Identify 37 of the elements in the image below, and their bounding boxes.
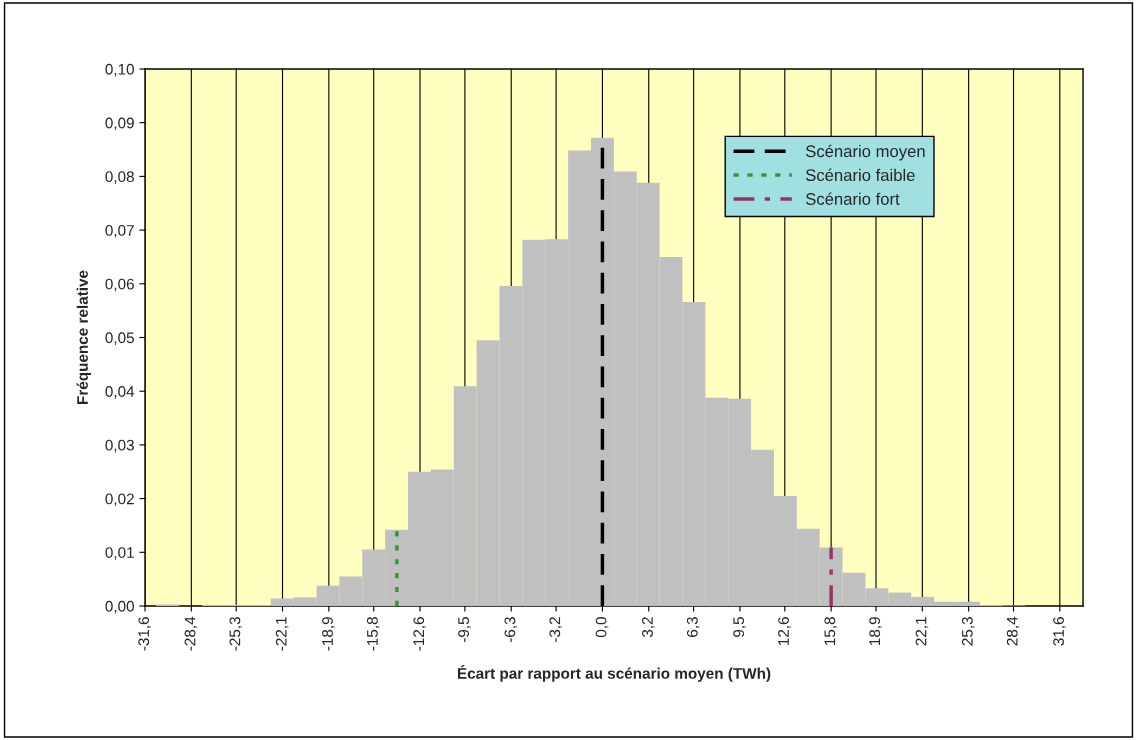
y-tick-label: 0,06 xyxy=(105,278,134,292)
y-tick-label: 0,09 xyxy=(105,117,134,131)
legend-label: Scénario moyen xyxy=(805,144,925,161)
x-tick-label: -3,2 xyxy=(549,617,562,643)
y-tick-label: 0,02 xyxy=(105,493,134,507)
x-tick-label: -18,9 xyxy=(322,617,335,651)
x-tick-label: -6,3 xyxy=(504,617,518,643)
x-tick-label: 6,3 xyxy=(686,617,700,637)
y-tick-label: 0,00 xyxy=(105,600,134,614)
x-tick-label: 31,6 xyxy=(1053,617,1066,646)
x-tick-label: 28,4 xyxy=(1006,616,1020,646)
y-tick-label: 0,05 xyxy=(105,332,134,345)
x-tick-label: 3,2 xyxy=(642,617,655,638)
legend-label: Scénario fort xyxy=(805,192,900,205)
x-tick-label: 18,9 xyxy=(869,617,882,645)
x-tick-label: -15,8 xyxy=(366,617,380,651)
x-tick-label: 25,3 xyxy=(961,617,975,646)
x-tick-label: 22,1 xyxy=(915,617,929,646)
y-axis-title: Fréquence relative xyxy=(76,270,91,404)
x-tick-label: 0,0 xyxy=(595,617,609,638)
legend-label: Scénario faible xyxy=(805,168,915,182)
y-tick-label: 0,04 xyxy=(105,386,135,399)
y-tick-label: 0,03 xyxy=(105,439,134,453)
x-tick-label: 12,6 xyxy=(778,617,791,645)
x-tick-label: -25,3 xyxy=(229,617,243,651)
x-tick-label: -9,5 xyxy=(458,617,471,643)
x-tick-label: 15,8 xyxy=(824,617,838,645)
x-tick-label: -12,6 xyxy=(413,617,426,651)
x-axis-title: Écart par rapport au scénario moyen (TWh) xyxy=(457,665,771,682)
x-tick-label: -22,1 xyxy=(275,617,289,651)
x-tick-label: -28,4 xyxy=(184,616,198,651)
x-tick-label: 9,5 xyxy=(733,617,746,637)
y-tick-label: 0,08 xyxy=(105,171,134,184)
y-tick-label: 0,07 xyxy=(105,224,134,238)
y-tick-label: 0,10 xyxy=(105,63,134,77)
x-tick-label: -31,6 xyxy=(138,617,151,651)
y-tick-label: 0,01 xyxy=(105,547,134,560)
